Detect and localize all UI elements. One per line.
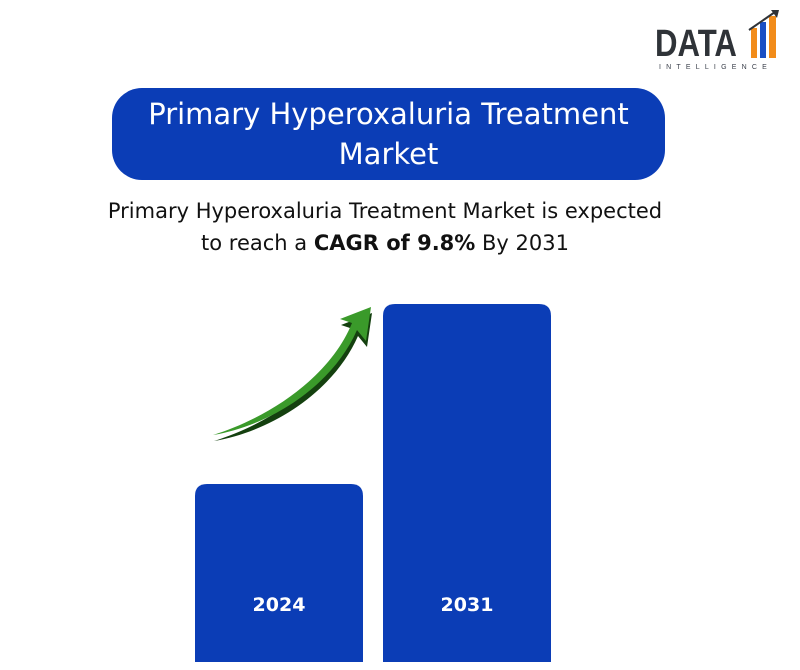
logo-wordmark: DATA — [655, 23, 737, 65]
green-upward-arrow-icon — [213, 307, 372, 441]
bar-label-2031: 2031 — [441, 594, 494, 616]
bar-2024 — [195, 484, 363, 662]
subtitle: Primary Hyperoxaluria Treatment Market i… — [100, 195, 670, 259]
subtitle-text-end: By 2031 — [475, 231, 569, 255]
subtitle-cagr: CAGR of 9.8% — [313, 231, 476, 255]
logo-tagline: INTELLIGENCE — [659, 64, 772, 71]
page-title: Primary Hyperoxaluria Treatment Market — [148, 97, 629, 171]
subtitle-text-start: Primary Hyperoxaluria Treatment Market i… — [107, 199, 663, 255]
company-logo: DATA INTELLIGENCE — [655, 8, 790, 74]
bar-chart-logo-icon — [748, 10, 779, 58]
title-banner: Primary Hyperoxaluria Treatment Market — [112, 88, 665, 180]
bar-label-2024: 2024 — [253, 594, 306, 616]
bar-2031 — [383, 304, 551, 662]
